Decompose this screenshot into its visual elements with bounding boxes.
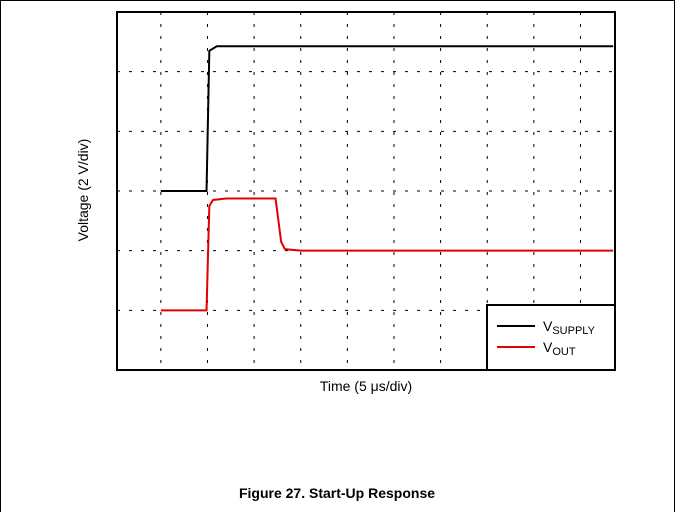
series-line xyxy=(160,197,614,312)
legend-label: VSUPPLY xyxy=(543,318,596,337)
y-axis-label: Voltage (2 V/div) xyxy=(75,139,91,242)
caption: Figure 27. Start-Up Response xyxy=(239,485,435,501)
plot-border xyxy=(116,11,616,371)
legend-box xyxy=(486,304,616,371)
series-line xyxy=(160,45,614,192)
legend-label: VOUT xyxy=(543,339,576,358)
x-axis-label: Time (5 μs/div) xyxy=(320,378,412,394)
